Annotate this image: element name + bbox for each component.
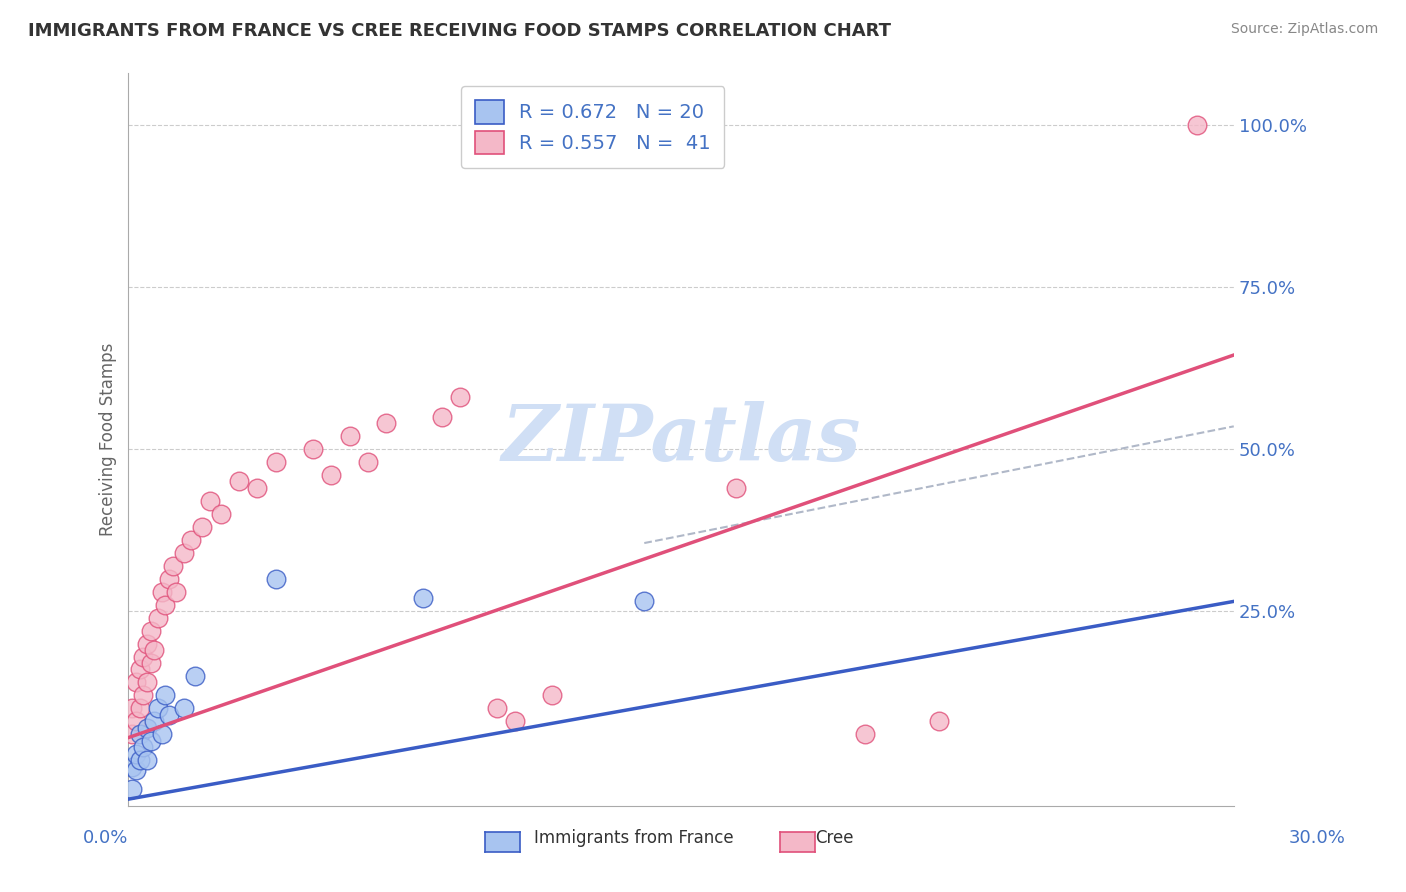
Point: [505, 714, 527, 729]
Point: [173, 701, 195, 715]
Point: [150, 727, 173, 741]
Point: [135, 675, 157, 690]
Point: [246, 481, 269, 495]
Point: [228, 475, 250, 489]
Point: [430, 409, 453, 424]
Point: [449, 390, 471, 404]
Point: [165, 584, 187, 599]
Point: [128, 753, 150, 767]
Y-axis label: Receiving Food Stamps: Receiving Food Stamps: [100, 343, 117, 536]
Point: [139, 656, 162, 670]
Point: [128, 701, 150, 715]
Point: [125, 714, 148, 729]
Point: [121, 782, 143, 797]
Point: [157, 707, 180, 722]
Point: [150, 584, 173, 599]
Point: [121, 701, 143, 715]
Point: [375, 416, 398, 430]
Point: [139, 733, 162, 747]
Point: [157, 572, 180, 586]
Point: [139, 624, 162, 638]
Point: [155, 689, 177, 703]
Point: [853, 727, 876, 741]
Point: [125, 675, 148, 690]
Text: Source: ZipAtlas.com: Source: ZipAtlas.com: [1230, 22, 1378, 37]
Point: [128, 727, 150, 741]
Point: [633, 594, 655, 608]
Point: [180, 533, 202, 547]
Point: [162, 558, 184, 573]
Point: [319, 467, 342, 482]
Legend: R = 0.672   N = 20, R = 0.557   N =  41: R = 0.672 N = 20, R = 0.557 N = 41: [461, 87, 724, 168]
Point: [264, 455, 287, 469]
Text: IMMIGRANTS FROM FRANCE VS CREE RECEIVING FOOD STAMPS CORRELATION CHART: IMMIGRANTS FROM FRANCE VS CREE RECEIVING…: [28, 22, 891, 40]
Point: [412, 591, 434, 606]
Text: Immigrants from France: Immigrants from France: [534, 829, 734, 847]
Point: [132, 649, 155, 664]
Point: [146, 610, 169, 624]
Point: [143, 714, 166, 729]
Point: [135, 753, 157, 767]
Point: [132, 740, 155, 755]
Point: [725, 481, 748, 495]
Point: [143, 643, 166, 657]
Point: [125, 747, 148, 761]
Point: [173, 546, 195, 560]
Point: [357, 455, 380, 469]
Point: [121, 760, 143, 774]
Point: [121, 727, 143, 741]
Point: [135, 636, 157, 650]
Point: [184, 669, 207, 683]
Point: [198, 494, 221, 508]
Point: [132, 689, 155, 703]
Point: [128, 663, 150, 677]
Point: [928, 714, 950, 729]
Point: [155, 598, 177, 612]
Point: [209, 507, 232, 521]
Point: [1185, 118, 1208, 132]
Point: [301, 442, 323, 456]
Text: Cree: Cree: [815, 829, 853, 847]
Point: [541, 689, 564, 703]
Text: ZIPatlas: ZIPatlas: [502, 401, 860, 477]
Point: [339, 429, 361, 443]
Point: [264, 572, 287, 586]
Point: [485, 701, 508, 715]
Point: [146, 701, 169, 715]
Point: [135, 721, 157, 735]
Text: 0.0%: 0.0%: [83, 829, 128, 847]
Text: 30.0%: 30.0%: [1289, 829, 1346, 847]
Point: [191, 520, 214, 534]
Point: [125, 763, 148, 777]
